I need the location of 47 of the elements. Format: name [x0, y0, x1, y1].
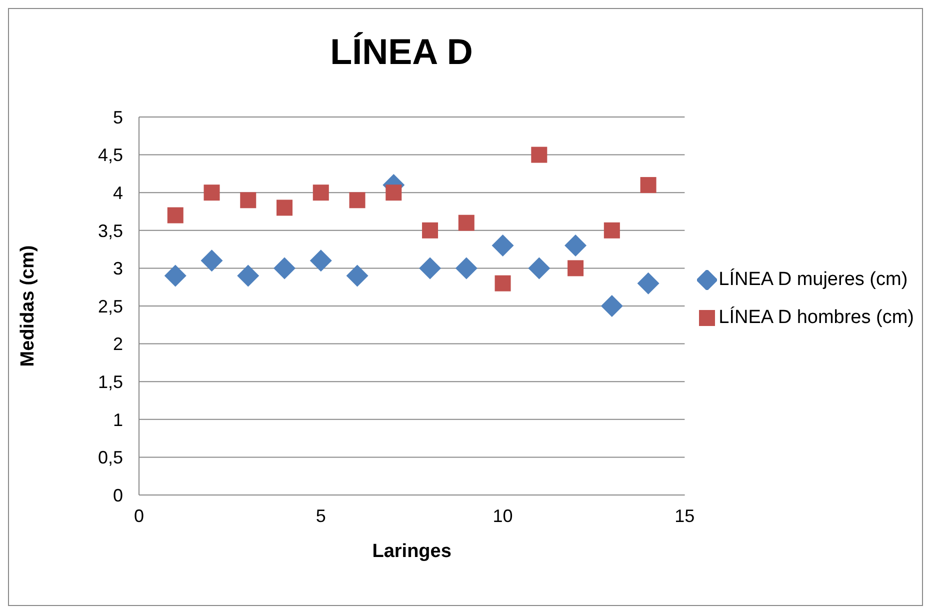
point: [528, 257, 550, 280]
point: [204, 184, 220, 201]
point: [422, 222, 438, 238]
x-axis-title: Laringes: [372, 541, 452, 562]
point: [604, 222, 620, 238]
legend-label: LÍNEA D hombres (cm): [718, 307, 914, 329]
point: [568, 260, 584, 276]
point: [492, 234, 514, 257]
point: [637, 272, 660, 294]
y-tick-label: 0,5: [98, 448, 123, 468]
point: [531, 146, 548, 163]
point: [564, 234, 587, 257]
y-tick-label: 5: [112, 107, 123, 128]
y-tick-label: 2,5: [98, 296, 123, 316]
y-tick-label: 1,5: [98, 372, 123, 392]
y-tick-label: 2: [112, 334, 123, 354]
legend-label: LÍNEA D mujeres (cm): [718, 269, 908, 291]
point: [237, 264, 260, 287]
point: [346, 264, 368, 287]
point: [600, 295, 623, 317]
y-axis-title: Medidas (cm): [18, 245, 39, 367]
point: [167, 207, 184, 224]
point: [240, 192, 256, 208]
point: [349, 192, 366, 208]
y-tick-label: 1: [112, 410, 123, 430]
point: [386, 184, 402, 201]
point: [310, 250, 332, 272]
x-tick-label: 10: [492, 506, 513, 526]
y-tick-label: 3: [112, 258, 123, 279]
point: [312, 184, 329, 201]
y-tick-label: 4: [112, 182, 123, 203]
chart-title: LÍNEA D: [329, 31, 474, 73]
y-tick-label: 0: [112, 485, 123, 506]
point: [419, 257, 442, 280]
x-tick-label: 5: [316, 506, 326, 526]
point: [494, 275, 511, 292]
point: [200, 250, 223, 272]
point: [458, 214, 474, 231]
point: [455, 257, 478, 280]
point: [640, 177, 656, 194]
point: [274, 257, 296, 280]
y-tick-label: 3,5: [98, 220, 123, 241]
x-tick-label: 15: [674, 506, 695, 526]
point: [276, 200, 293, 216]
point: [164, 264, 186, 287]
x-tick-label: 0: [134, 506, 144, 526]
y-tick-label: 4,5: [98, 145, 123, 166]
